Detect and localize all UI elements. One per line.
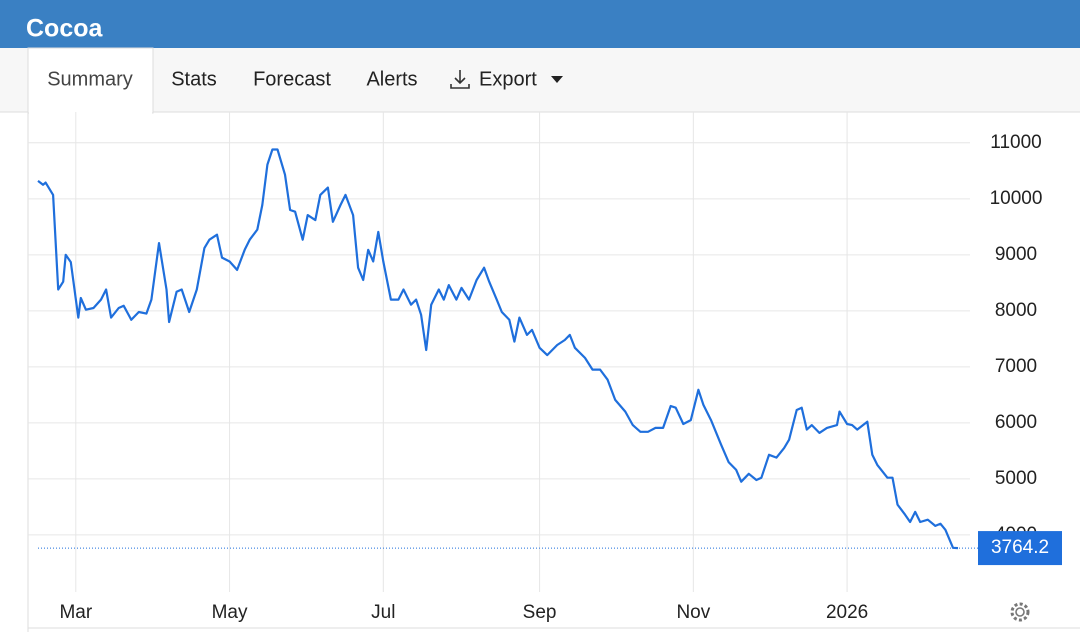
y-tick-label: 5000: [995, 468, 1037, 489]
header-title: Cocoa: [26, 15, 104, 43]
y-tick-label: 7000: [995, 356, 1037, 377]
tab-forecast[interactable]: Forecast: [253, 68, 331, 90]
x-tick-label: Jul: [371, 602, 395, 623]
download-icon: [450, 70, 470, 89]
y-tick-label: 8000: [995, 300, 1037, 321]
tab-export[interactable]: Export: [479, 68, 537, 90]
tab-summary[interactable]: Summary: [47, 68, 133, 90]
y-tick-label: 6000: [995, 412, 1037, 433]
export-caret: [551, 76, 563, 83]
last-price-box: [978, 531, 1062, 566]
header-bar: [0, 0, 1080, 48]
plot: 3764.2: [37, 148, 1062, 566]
x-tick-label: Nov: [676, 602, 710, 623]
x-tick-label: May: [212, 602, 248, 623]
x-tick-label: 2026: [826, 602, 868, 623]
x-tick-label: Mar: [59, 602, 92, 623]
tab-alerts[interactable]: Alerts: [366, 68, 417, 90]
price-line: [37, 148, 959, 550]
settings-icon[interactable]: [1010, 602, 1030, 622]
last-price-label: 3764.2: [991, 537, 1049, 558]
y-tick-label: 11000: [990, 132, 1041, 153]
grid: 4000500060007000800090001000011000MarMay…: [28, 112, 1042, 623]
tab-stats[interactable]: Stats: [171, 68, 217, 90]
y-tick-label: 10000: [990, 188, 1043, 209]
y-tick-label: 9000: [995, 244, 1037, 265]
tab-bar: [0, 48, 1080, 112]
x-tick-label: Sep: [523, 602, 557, 623]
active-tab-gap: [29, 111, 152, 114]
